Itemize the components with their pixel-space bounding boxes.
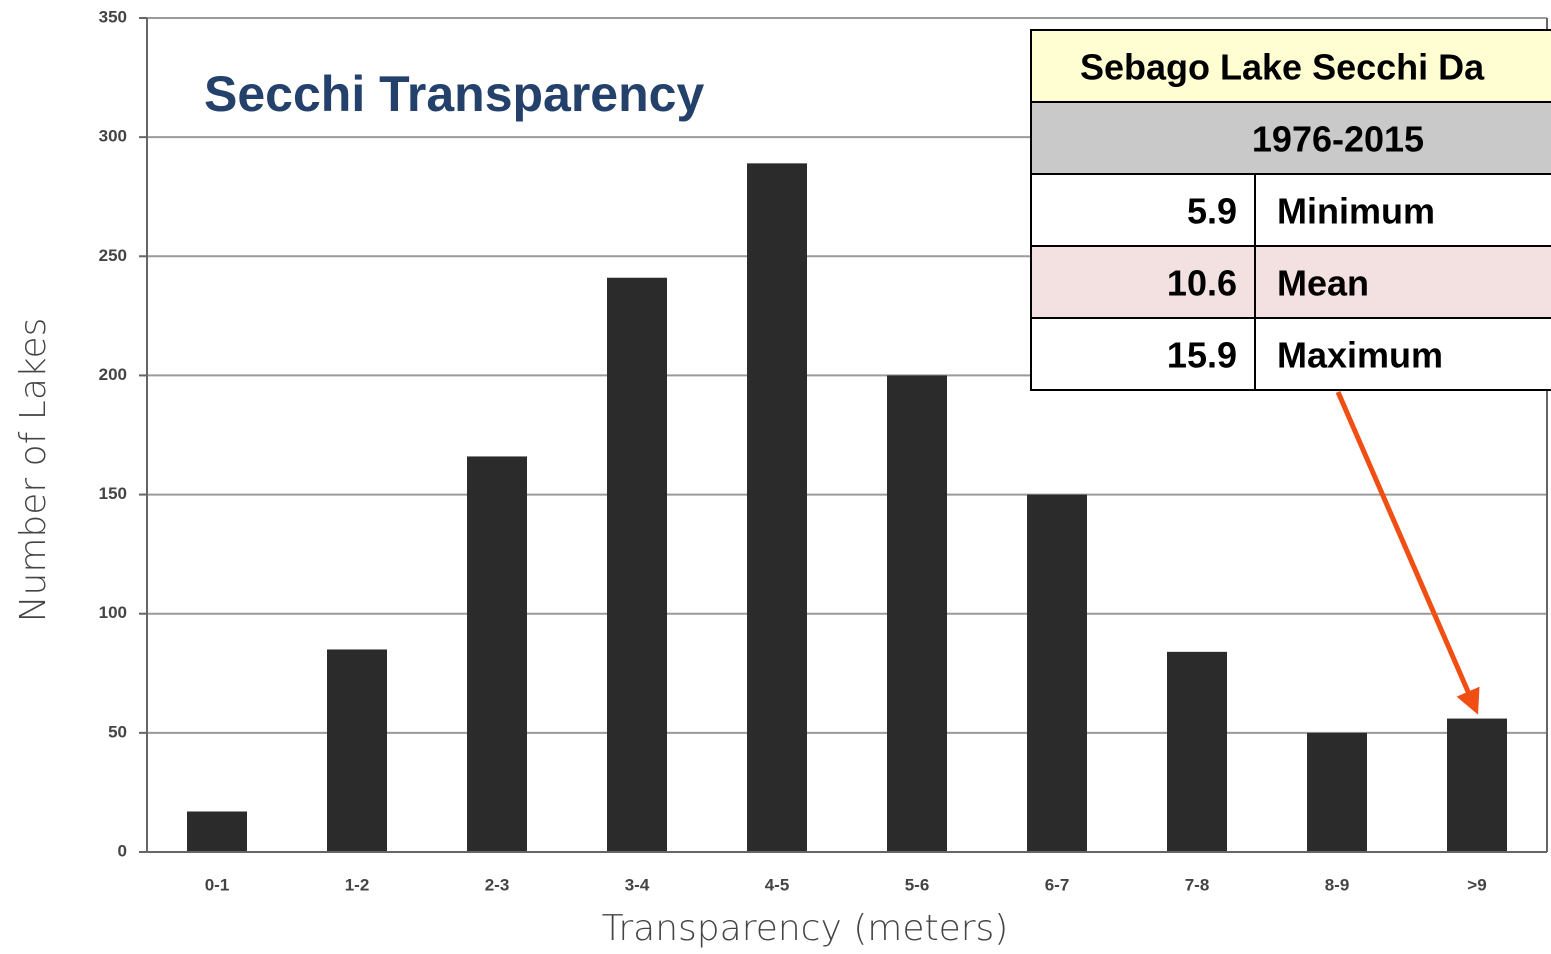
bar (887, 375, 947, 852)
table-label: Maximum (1277, 335, 1443, 376)
y-tick-label: 0 (118, 841, 127, 860)
x-tick-label: 0-1 (205, 875, 230, 894)
bar (187, 811, 247, 852)
bar (1167, 651, 1227, 852)
y-tick-label: 150 (99, 484, 127, 503)
bar (1447, 718, 1507, 852)
x-tick-label: >9 (1467, 875, 1486, 894)
y-tick-label: 50 (108, 722, 127, 741)
x-tick-label: 5-6 (905, 875, 930, 894)
table-title: Sebago Lake Secchi Da (1080, 47, 1485, 88)
x-axis-title: Transparency (meters) (602, 908, 1009, 949)
bar (467, 456, 527, 852)
table-value: 5.9 (1187, 191, 1237, 232)
x-tick-label: 4-5 (765, 875, 790, 894)
table-value: 10.6 (1167, 263, 1237, 304)
table-row (1030, 173, 1551, 247)
bar (747, 163, 807, 853)
plot-area: 0 50 100 150 200 250 300 350 0-1 1-2 2-3 3-4 4-5 5-6 6… (99, 7, 1548, 894)
x-tick-label: 8-9 (1325, 875, 1350, 894)
bar (1307, 732, 1367, 852)
y-tick-label: 100 (99, 603, 127, 622)
bar (1027, 494, 1087, 852)
y-axis-title: Number of Lakes (13, 318, 54, 623)
x-tick-label: 3-4 (625, 875, 650, 894)
table-period-cell (1030, 101, 1551, 175)
x-tick-label: 7-8 (1185, 875, 1210, 894)
y-tick-label: 200 (99, 365, 127, 384)
y-tick-label: 300 (99, 127, 127, 146)
table-row (1030, 317, 1551, 391)
y-tick-label: 250 (99, 246, 127, 265)
data-table: Sebago Lake Secchi Da 1976-2015 5.9 Mini… (1030, 29, 1551, 391)
table-label: Mean (1277, 263, 1369, 304)
bar (327, 649, 387, 852)
arrow (1335, 391, 1480, 715)
x-tick-label: 6-7 (1045, 875, 1070, 894)
table-period: 1976-2015 (1252, 119, 1424, 160)
y-tick-label: 350 (99, 7, 127, 26)
x-tick-label: 1-2 (345, 875, 370, 894)
bar (607, 277, 667, 852)
chart-title: Secchi Transparency (204, 66, 704, 122)
table-value: 15.9 (1167, 335, 1237, 376)
x-tick-label: 2-3 (485, 875, 510, 894)
table-header-cell (1030, 29, 1551, 103)
table-label: Minimum (1277, 191, 1435, 232)
